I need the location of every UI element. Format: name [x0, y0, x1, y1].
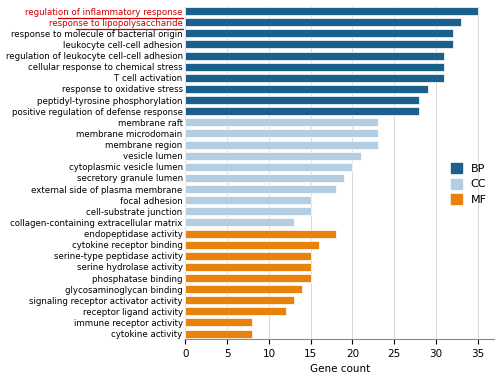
Bar	[186, 152, 361, 160]
Bar	[186, 296, 294, 304]
Bar	[186, 163, 352, 171]
Bar	[186, 185, 336, 193]
Bar	[186, 218, 294, 226]
Bar	[186, 174, 344, 182]
Bar	[186, 285, 302, 293]
Bar	[186, 96, 420, 104]
Bar	[186, 329, 252, 337]
Bar	[186, 118, 378, 126]
Bar	[186, 85, 428, 93]
Bar	[186, 29, 452, 37]
Legend: BP, CC, MF: BP, CC, MF	[448, 161, 489, 207]
Bar	[186, 307, 286, 315]
Bar	[186, 252, 310, 260]
Bar	[186, 130, 378, 138]
Bar	[186, 41, 452, 49]
Bar	[186, 141, 378, 149]
Bar	[186, 318, 252, 326]
Bar	[186, 230, 336, 238]
Bar	[186, 52, 444, 60]
Bar	[186, 74, 444, 82]
Bar	[186, 7, 478, 15]
Bar	[186, 241, 319, 249]
Bar	[186, 263, 310, 271]
Bar	[186, 18, 461, 26]
Bar	[186, 274, 310, 282]
Bar	[186, 207, 310, 215]
Bar	[186, 63, 444, 71]
Bar	[186, 107, 420, 115]
X-axis label: Gene count: Gene count	[310, 364, 370, 374]
Bar	[186, 196, 310, 204]
